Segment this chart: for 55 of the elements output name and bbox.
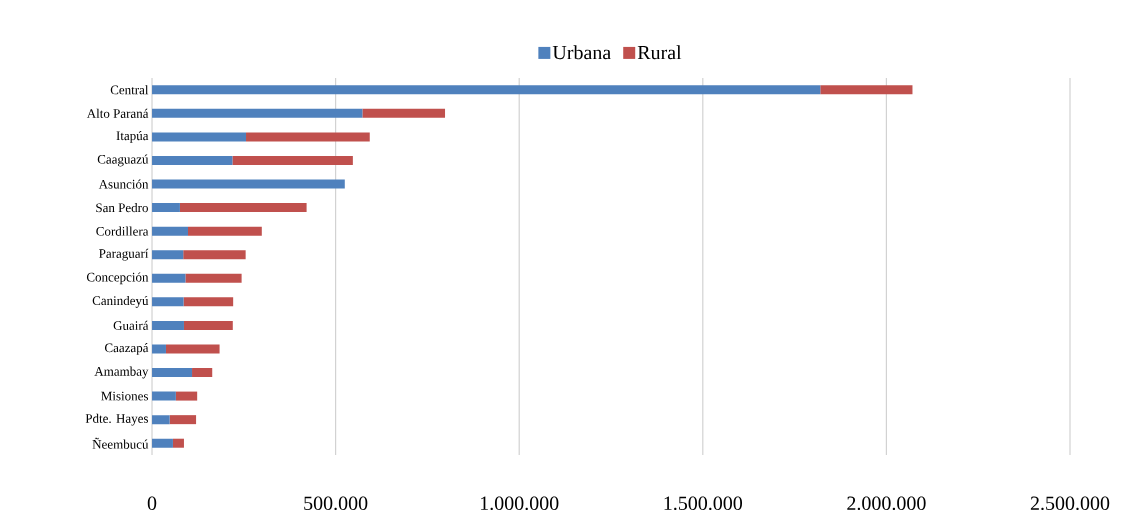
bar xyxy=(152,368,193,378)
x-tick-label: 500.000 xyxy=(304,496,368,511)
y-tick-label: Asunción xyxy=(98,179,149,189)
bar xyxy=(152,226,188,236)
y-tick-label: Ñeembucú xyxy=(92,437,149,449)
bar xyxy=(185,273,242,283)
bar xyxy=(152,132,247,142)
bar xyxy=(152,250,184,260)
y-tick-label: Canindeyú xyxy=(92,295,149,308)
legend-label: Urbana xyxy=(552,45,611,60)
y-tick-label: Caazapá xyxy=(104,343,149,355)
y-tick-label: Central xyxy=(110,85,149,95)
y-tick-label: Paraguarí xyxy=(99,248,149,261)
bar xyxy=(169,415,197,425)
y-tick-label: Misiones xyxy=(101,391,149,401)
y-tick-label: Itapúa xyxy=(116,131,149,143)
bar xyxy=(165,344,220,354)
bar xyxy=(152,203,180,213)
x-tick-label: 1.500.000 xyxy=(664,496,743,511)
bar xyxy=(183,320,233,330)
y-tick-label: Amambay xyxy=(94,366,149,379)
bar xyxy=(152,297,184,307)
bar xyxy=(152,179,345,189)
x-tick-label: 0 xyxy=(147,496,157,511)
bar xyxy=(152,155,233,165)
bar xyxy=(172,438,184,448)
bar xyxy=(152,344,166,354)
bar xyxy=(152,85,821,95)
bar xyxy=(152,320,184,330)
y-tick-label: Concepción xyxy=(86,272,149,285)
bar xyxy=(179,203,307,213)
bar xyxy=(192,368,213,378)
bar xyxy=(152,108,363,118)
y-tick-label: Caaguazú xyxy=(97,154,149,167)
bar xyxy=(175,391,198,401)
bar xyxy=(152,273,186,283)
x-tick-label: 2.000.000 xyxy=(847,496,926,511)
x-tick-label: 2.500.000 xyxy=(1030,496,1110,511)
bar xyxy=(183,297,234,307)
bar xyxy=(152,438,173,448)
bar xyxy=(232,155,353,165)
bar xyxy=(152,415,170,425)
y-tick-label: Alto Paraná xyxy=(86,108,149,118)
bar xyxy=(820,85,913,95)
x-tick-label: 1.000.000 xyxy=(480,496,559,511)
y-tick-label: Guairá xyxy=(113,320,149,330)
bar xyxy=(188,226,262,236)
bar xyxy=(183,250,246,260)
bar xyxy=(362,108,446,118)
y-tick-label: Cordillera xyxy=(96,226,149,236)
bar xyxy=(246,132,370,142)
y-tick-label: Pdte. Hayes xyxy=(85,413,149,426)
legend-label: Rural xyxy=(637,45,682,60)
y-tick-label: San Pedro xyxy=(96,203,148,213)
bar xyxy=(152,391,176,401)
